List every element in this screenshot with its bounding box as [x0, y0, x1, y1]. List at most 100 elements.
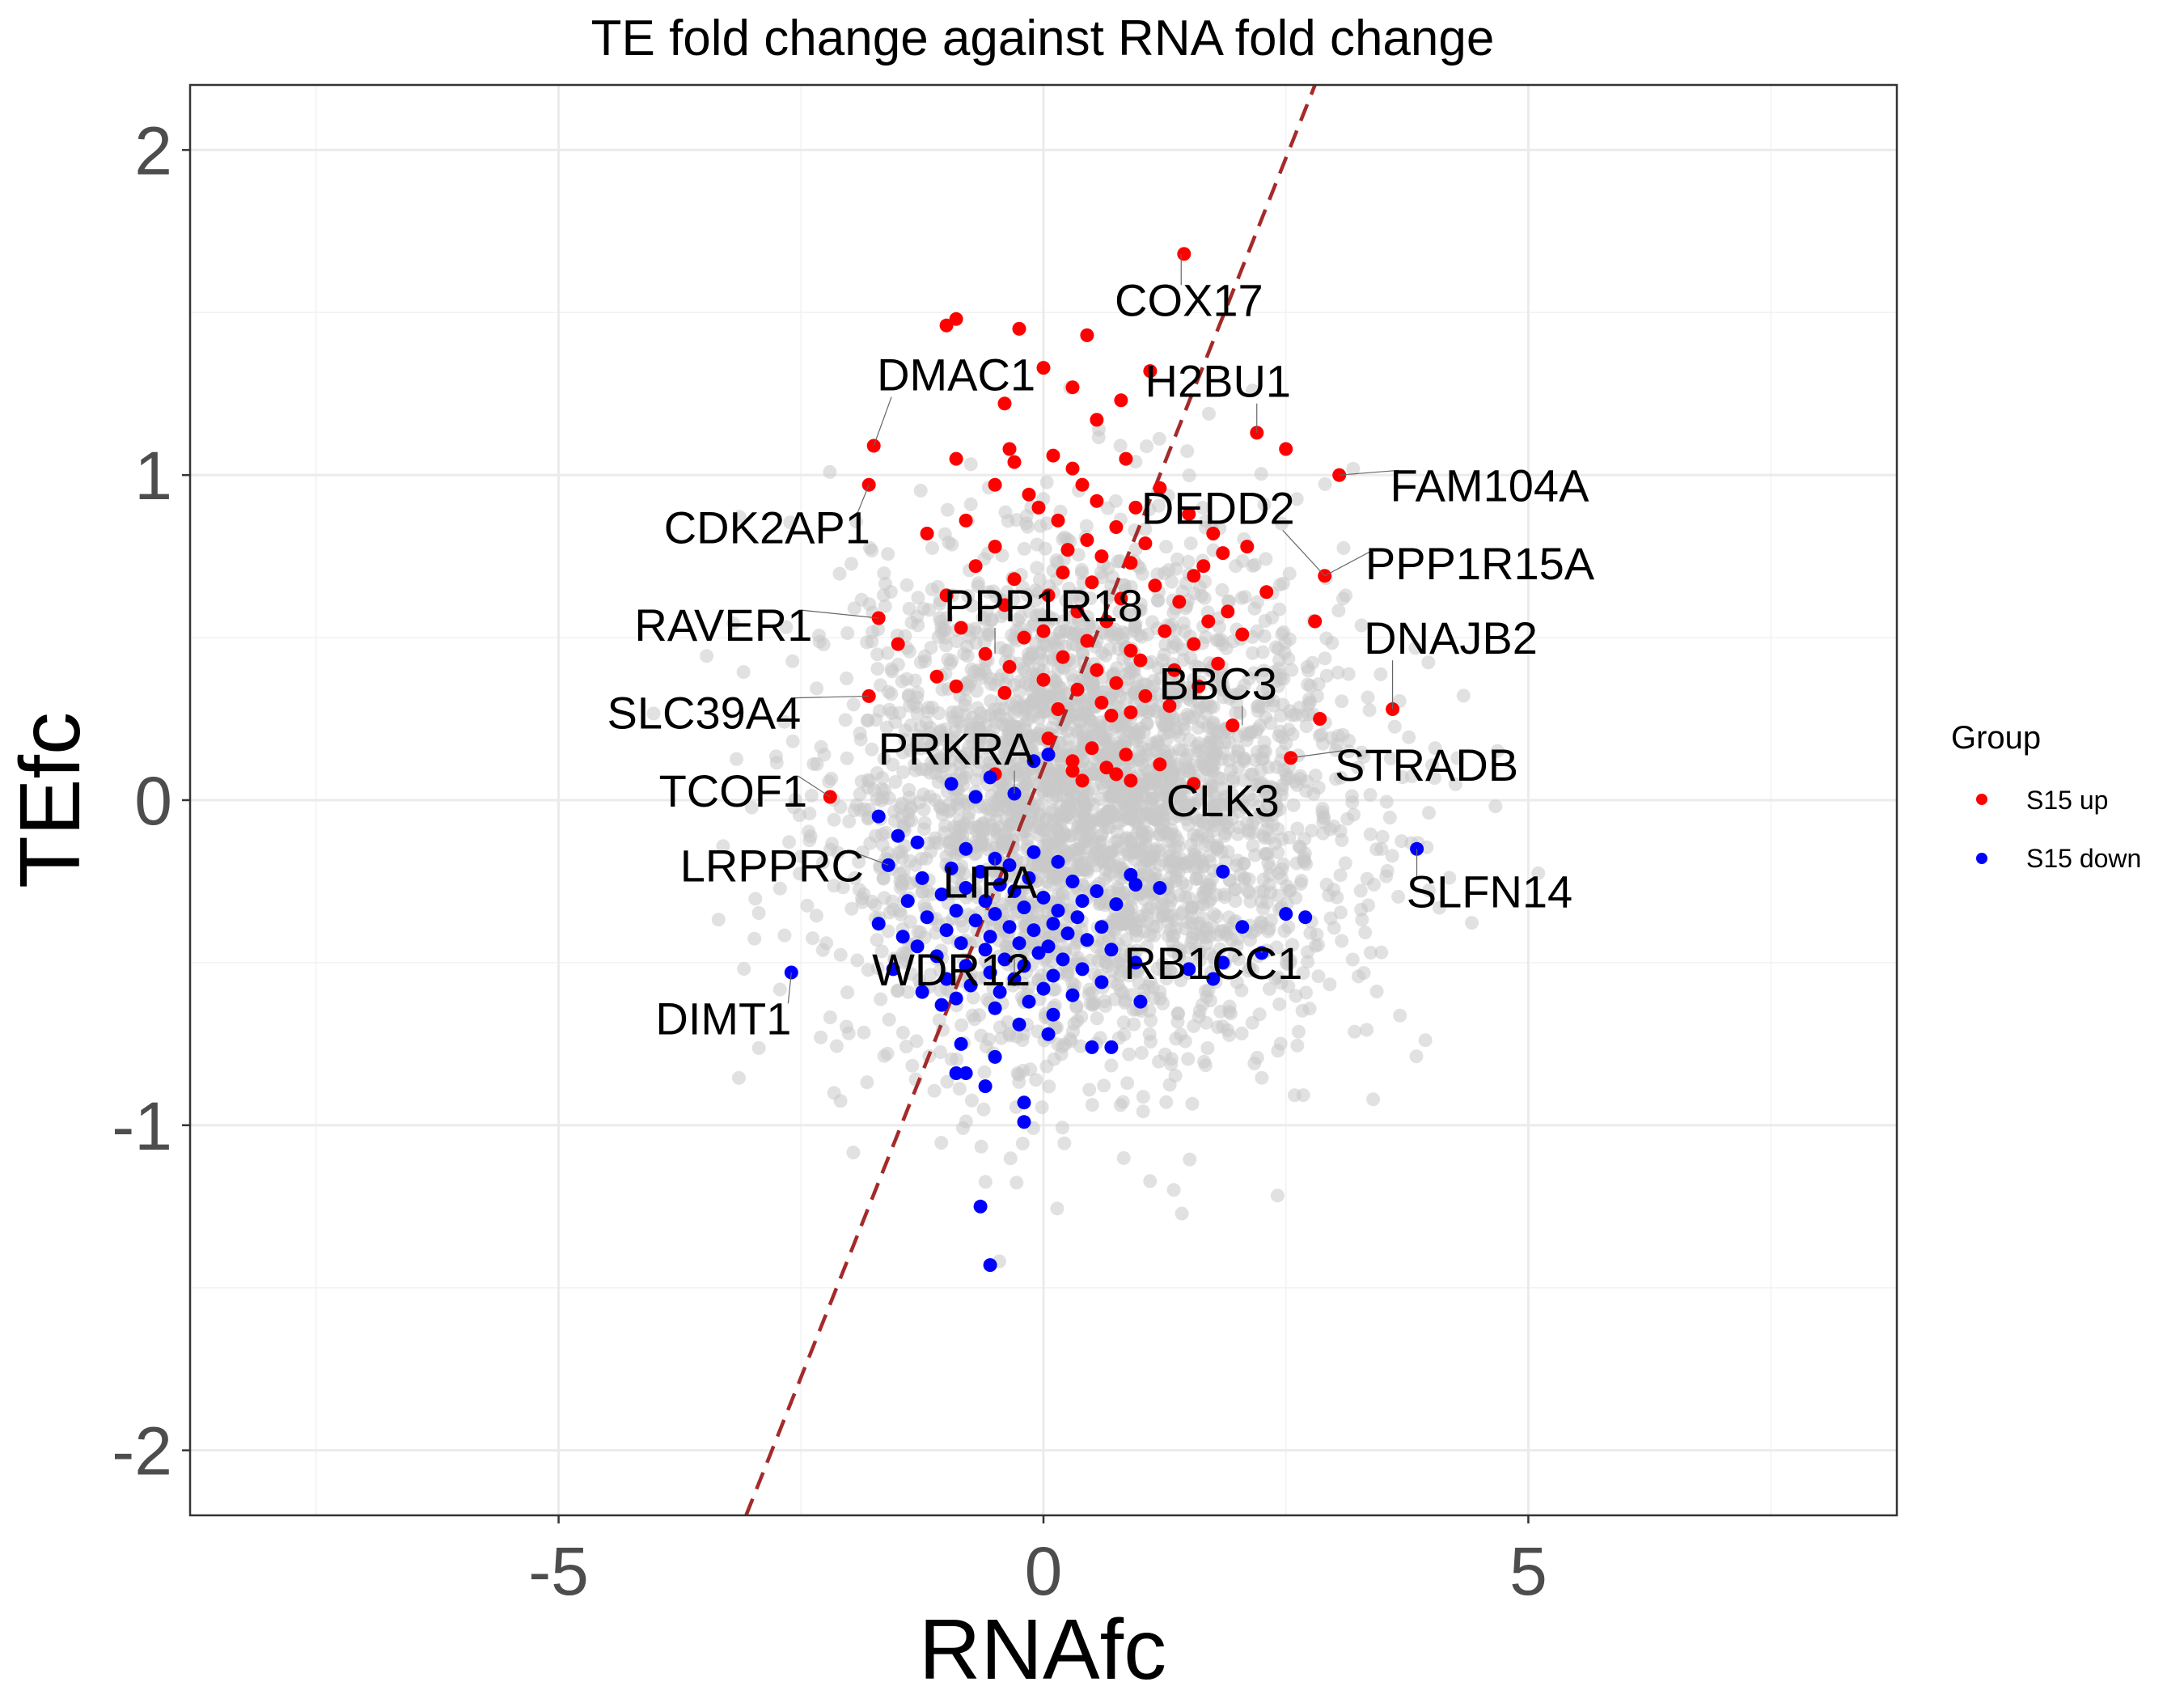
background-point [940, 502, 954, 517]
point-s15-down [934, 998, 949, 1012]
background-point [1203, 994, 1217, 1008]
point-s15-up [1284, 751, 1298, 765]
background-point [810, 681, 824, 696]
background-point [1155, 957, 1170, 971]
background-point [1158, 566, 1172, 580]
background-point [1209, 633, 1224, 647]
point-s15-down [1075, 894, 1090, 909]
background-point [929, 926, 943, 940]
background-point [1352, 969, 1365, 984]
background-point [1327, 921, 1341, 935]
background-point [1071, 548, 1086, 562]
background-point [1331, 604, 1346, 618]
background-point [1425, 758, 1440, 773]
point-s15-down [871, 917, 886, 931]
point-s15-up [1114, 591, 1128, 606]
background-point [1331, 665, 1345, 680]
background-point [983, 747, 997, 761]
point-s15-down [1133, 994, 1148, 1009]
legend-title: Group [1951, 720, 2041, 756]
background-point [1124, 922, 1138, 935]
background-point [910, 735, 925, 749]
background-point [1033, 807, 1048, 821]
point-s15-up [1075, 477, 1090, 492]
background-point [1189, 871, 1204, 886]
point-s15-up [1099, 614, 1114, 629]
background-point [865, 742, 879, 756]
annotation-leader-line [1290, 749, 1349, 759]
point-s15-down [1007, 884, 1022, 898]
gene-label: DMAC1 [877, 350, 1035, 400]
background-point [952, 1082, 967, 1096]
background-point [772, 881, 787, 896]
background-point [1319, 877, 1334, 892]
point-s15-up [1143, 364, 1158, 379]
background-point [1012, 1067, 1026, 1082]
background-point [970, 701, 984, 715]
background-point [1101, 501, 1115, 515]
background-point [846, 1146, 861, 1159]
background-point [914, 851, 929, 866]
background-point [1237, 752, 1251, 766]
background-point [893, 801, 908, 815]
background-point [1257, 629, 1272, 643]
background-point [1366, 1092, 1381, 1107]
background-point [908, 673, 922, 688]
background-point [814, 1030, 828, 1044]
background-point [882, 1012, 896, 1027]
background-point [1114, 917, 1128, 931]
background-point [994, 609, 1009, 624]
background-point [1230, 696, 1244, 710]
point-s15-up [891, 637, 905, 651]
point-s15-down [949, 991, 963, 1006]
background-point [1260, 846, 1275, 861]
background-point [1354, 618, 1369, 633]
background-point [870, 933, 884, 947]
background-point [911, 685, 925, 700]
background-point [1102, 803, 1115, 818]
background-point [914, 762, 929, 777]
background-point [1169, 1032, 1183, 1046]
background-point [886, 757, 900, 772]
background-point [1020, 781, 1035, 795]
gene-label: DEDD2 [1141, 482, 1295, 533]
point-s15-down [968, 913, 983, 928]
point-s15-down [973, 864, 988, 879]
point-s15-up [949, 679, 963, 693]
background-point [1230, 854, 1245, 868]
point-s15-down [1255, 946, 1269, 960]
legend-label-s15-up: S15 up [2026, 786, 2108, 815]
background-point [960, 649, 975, 663]
background-point [1282, 566, 1297, 581]
background-point [1099, 955, 1113, 970]
background-point [1039, 1059, 1054, 1074]
background-point [736, 665, 751, 680]
point-s15-down [1017, 959, 1031, 973]
background-point [1191, 900, 1205, 914]
background-point [1234, 1026, 1249, 1040]
background-point [881, 845, 895, 860]
background-point [1351, 761, 1365, 775]
background-point [1075, 857, 1090, 871]
point-s15-down [886, 962, 900, 977]
background-point [812, 634, 827, 649]
background-point [1268, 837, 1282, 851]
background-point [1363, 827, 1378, 841]
point-s15-down [959, 881, 973, 895]
point-s15-up [1012, 321, 1026, 336]
background-point [925, 540, 939, 555]
background-point [901, 985, 916, 999]
point-s15-up [1041, 588, 1056, 603]
background-point [974, 1139, 988, 1154]
background-point [1531, 866, 1546, 880]
background-point [1122, 1047, 1136, 1061]
background-point [933, 611, 947, 625]
background-point [1127, 1017, 1141, 1032]
x-tick-label: 5 [1509, 1533, 1547, 1609]
background-point [1219, 926, 1234, 940]
point-s15-up [1036, 672, 1051, 687]
point-s15-up [1075, 773, 1090, 788]
background-point [1142, 869, 1157, 883]
background-point [1335, 833, 1349, 847]
background-point [963, 728, 977, 743]
